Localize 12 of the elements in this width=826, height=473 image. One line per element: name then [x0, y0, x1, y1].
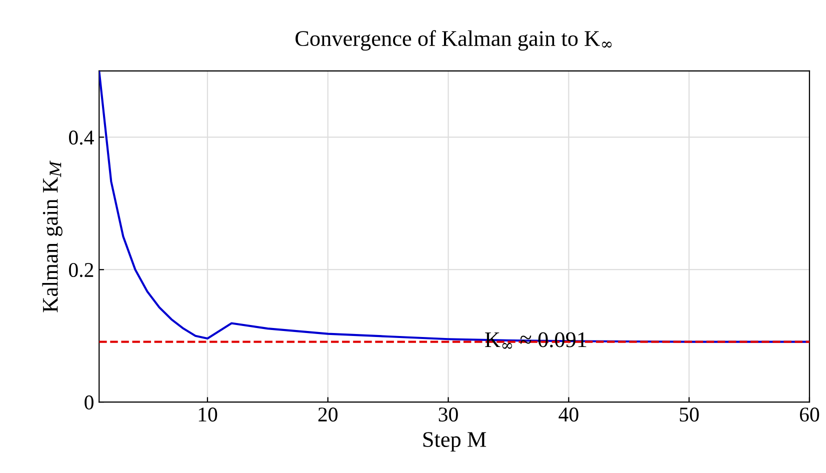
y-tick-label: 0: [84, 395, 94, 410]
x-tick-label: 60: [800, 408, 820, 422]
x-tick-label: 50: [680, 408, 699, 422]
y-tick-label: 0.4: [69, 130, 94, 145]
x-tick-label: 40: [558, 408, 578, 422]
x-tick-label: 20: [318, 408, 338, 422]
y-tick-label: 0.2: [69, 262, 94, 278]
x-tick-label: 30: [438, 408, 458, 422]
x-axis-title: Step M: [423, 432, 486, 452]
y-axis-title: Kalman gain K$_{M}$: [42, 160, 62, 312]
x-tick-label: 10: [198, 408, 218, 422]
chart-title: Convergence of Kalman gain to K$_{∞}$: [296, 30, 612, 51]
